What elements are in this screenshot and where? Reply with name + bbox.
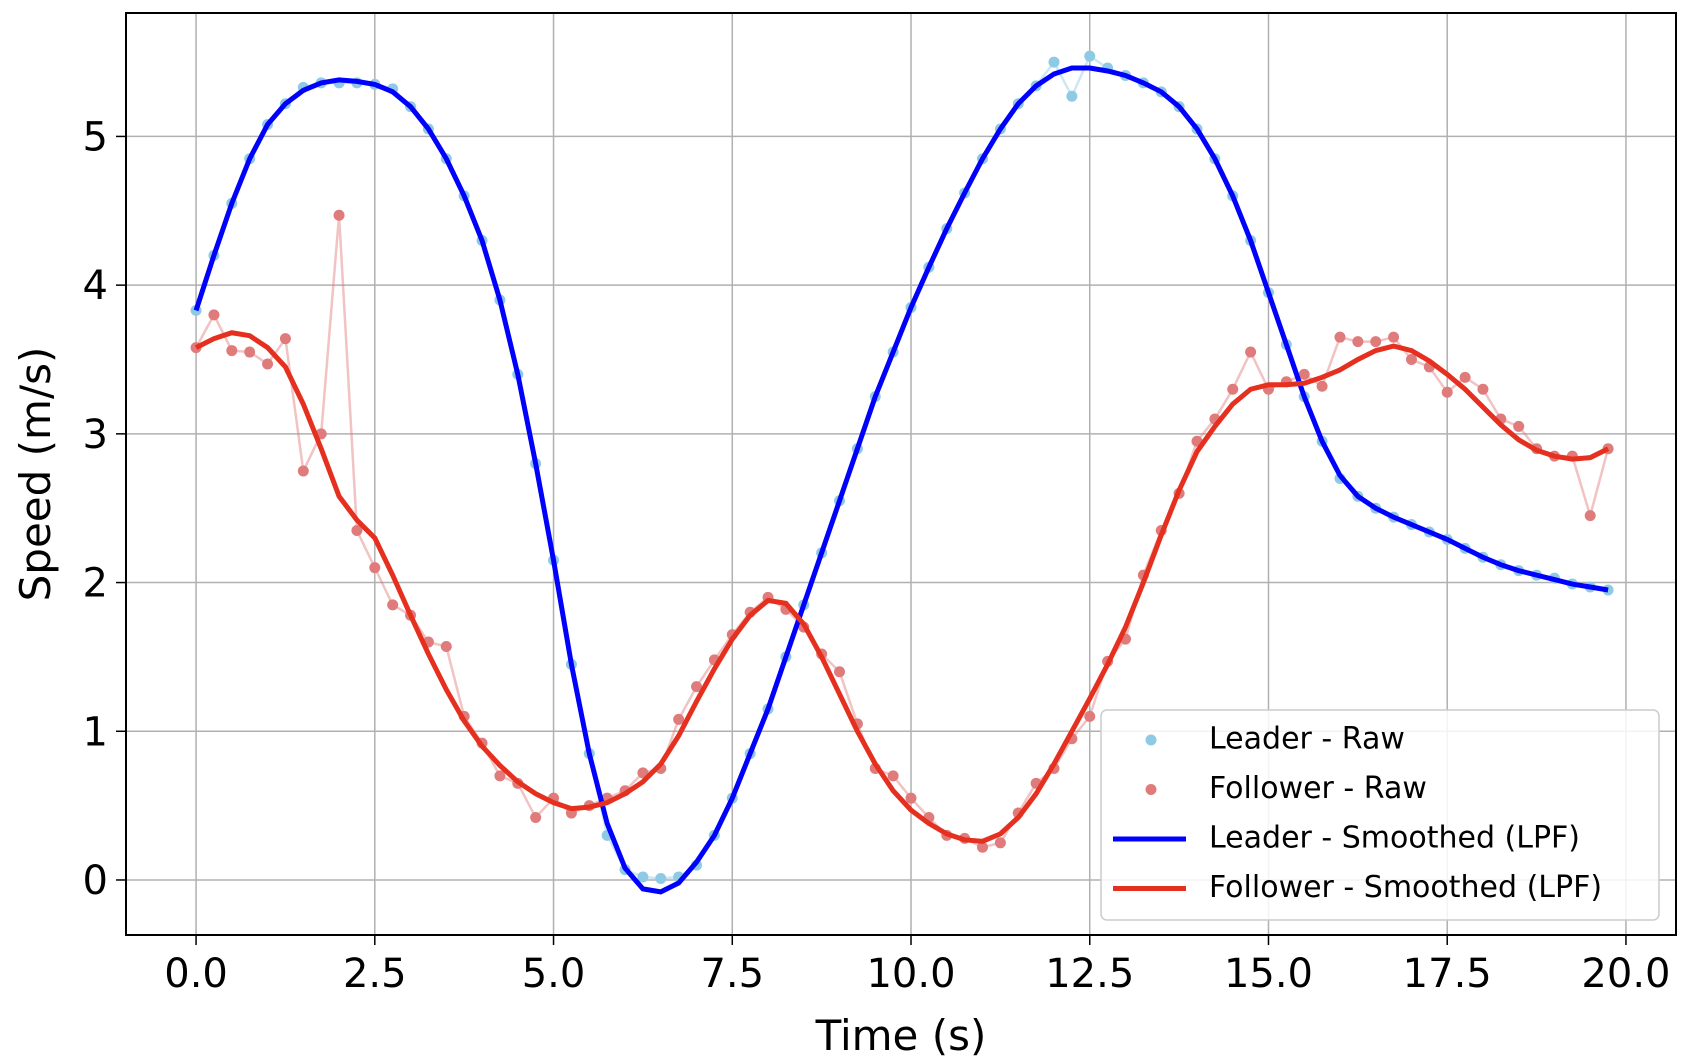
raw-point [226,345,238,357]
raw-point [1084,50,1096,62]
raw-point [530,812,542,824]
legend-marker [1145,734,1157,746]
raw-point [1048,56,1060,68]
raw-point [1298,368,1310,380]
raw-point [1245,346,1257,358]
y-tick-label: 5 [83,114,108,160]
raw-point [994,837,1006,849]
y-tick-label: 0 [83,858,108,904]
x-axis-label: Time (s) [815,1011,987,1060]
raw-point [673,713,685,725]
legend-label: Leader - Smoothed (LPF) [1209,821,1580,856]
raw-point [262,358,274,370]
raw-point [1352,336,1364,348]
raw-point [208,309,220,321]
x-tick-label: 5.0 [522,951,586,997]
x-tick-label: 12.5 [1045,951,1134,997]
raw-point [1513,420,1525,432]
y-axis-label: Speed (m/s) [11,347,60,602]
legend-box [1100,709,1660,921]
raw-point [1477,383,1489,395]
raw-point [440,641,452,653]
raw-point [279,333,291,345]
x-tick-label: 20.0 [1581,951,1670,997]
raw-point [1388,331,1400,343]
smoothed-line [193,65,1609,895]
raw-point [333,209,345,221]
x-tick-label: 10.0 [866,951,955,997]
smoothed-line [194,330,1610,844]
legend-label: Leader - Raw [1209,722,1405,757]
legend-label: Follower - Smoothed (LPF) [1209,870,1602,905]
raw-point [834,666,846,678]
raw-point [369,562,381,574]
x-tick-label: 17.5 [1403,951,1492,997]
raw-point [905,792,917,804]
raw-point [387,599,399,611]
y-tick-label: 1 [83,709,108,755]
axes-frame [125,12,1677,936]
raw-point [1084,710,1096,722]
x-tick-label: 15.0 [1224,951,1313,997]
x-tick-label: 0.0 [164,951,228,997]
raw-point [297,465,309,477]
raw-point [1066,90,1078,102]
raw-point [494,770,506,782]
y-tick-label: 4 [83,263,108,309]
x-tick-label: 7.5 [700,951,764,997]
y-tick-label: 2 [83,561,108,607]
raw-point [1334,331,1346,343]
y-tick-label: 3 [83,412,108,458]
raw-point [1459,371,1471,383]
raw-point [691,681,703,693]
legend-label: Follower - Raw [1209,771,1427,806]
raw-point [1227,383,1239,395]
raw-point [637,871,649,883]
raw-point [1370,336,1382,348]
raw-point [887,770,899,782]
legend-marker [1145,784,1157,795]
raw-point [1441,386,1453,398]
raw-point [1405,353,1417,365]
raw-point [351,525,363,537]
raw-point [1584,510,1596,522]
raw-point [977,841,989,853]
raw-point [244,346,256,358]
raw-point [1316,380,1328,392]
x-tick-label: 2.5 [343,951,407,997]
raw-point [655,872,667,884]
